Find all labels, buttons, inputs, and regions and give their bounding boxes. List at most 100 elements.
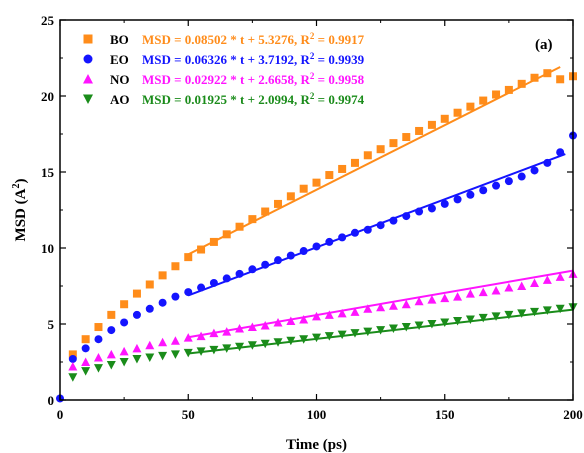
fit-line-no xyxy=(188,269,574,339)
legend-label: BO xyxy=(110,32,129,47)
data-point xyxy=(132,354,142,364)
y-axis-label-main: MSD (A xyxy=(13,188,29,241)
data-point xyxy=(119,346,129,356)
legend-marker xyxy=(83,34,93,44)
data-point xyxy=(453,292,463,301)
data-point xyxy=(274,199,283,208)
data-point xyxy=(530,166,539,175)
legend: BO MSD = 0.08502 * t + 5.3276, R2 = 0.991… xyxy=(83,31,365,107)
data-point xyxy=(183,333,193,342)
data-point xyxy=(478,287,488,297)
x-tick-label: 100 xyxy=(307,407,327,422)
data-point xyxy=(388,324,398,334)
data-point xyxy=(517,79,526,88)
data-point xyxy=(106,361,116,370)
fit-equation-sup: 2 xyxy=(310,71,315,81)
legend-entry-bo: BO MSD = 0.08502 * t + 5.3276, R2 = 0.991… xyxy=(83,31,365,47)
y-axis-label-sup: 2 xyxy=(11,184,22,189)
legend-label: AO xyxy=(110,92,130,107)
data-point xyxy=(440,114,449,123)
fit-equation-main: MSD = 0.02922 * t + 2.6658, R xyxy=(142,72,311,87)
data-point xyxy=(158,271,167,280)
fit-line-eo xyxy=(187,153,566,297)
fit-equation-main: MSD = 0.08502 * t + 5.3276, R xyxy=(142,32,311,47)
data-point xyxy=(542,306,552,315)
x-tick-label: 0 xyxy=(57,407,64,422)
data-point xyxy=(325,171,334,180)
data-point xyxy=(120,318,129,327)
data-point xyxy=(491,312,501,321)
data-point xyxy=(530,73,539,82)
fit-equation-r2: = 0.9974 xyxy=(314,92,364,107)
data-point xyxy=(453,108,462,117)
x-axis-label: Time (ps) xyxy=(286,437,347,453)
data-point xyxy=(388,301,398,310)
data-point xyxy=(466,102,475,111)
data-point xyxy=(312,311,321,321)
data-point xyxy=(81,357,91,366)
data-point xyxy=(338,164,347,173)
data-point xyxy=(68,373,78,382)
data-point xyxy=(530,278,540,287)
fit-line-bo xyxy=(187,66,561,256)
data-point xyxy=(106,349,116,359)
data-point xyxy=(376,326,386,335)
data-point xyxy=(68,354,77,363)
data-point xyxy=(479,96,488,105)
data-point xyxy=(427,320,437,329)
y-tick-label: 10 xyxy=(41,241,54,256)
data-point xyxy=(145,280,154,289)
y-tick-label: 20 xyxy=(41,89,54,104)
data-point xyxy=(492,181,501,190)
data-point xyxy=(235,222,244,231)
y-axis-label-close: ) xyxy=(13,179,29,184)
data-point xyxy=(415,126,424,135)
data-point xyxy=(119,358,129,367)
legend-marker xyxy=(83,54,93,64)
data-point xyxy=(401,323,411,332)
data-point xyxy=(517,172,526,181)
legend-entry-no: NO MSD = 0.02922 * t + 2.6658, R2 = 0.995… xyxy=(83,71,365,87)
fit-equation-sup: 2 xyxy=(310,91,315,101)
data-point xyxy=(158,337,168,347)
data-point xyxy=(132,289,141,298)
data-point xyxy=(299,184,308,193)
fit-equation-r2: = 0.9939 xyxy=(314,52,364,67)
legend-entry-eo: EO MSD = 0.06326 * t + 3.7192, R2 = 0.993… xyxy=(83,51,365,67)
axes: 0 50 100 150 200 0 5 10 15 20 25 xyxy=(41,13,583,422)
data-point xyxy=(363,327,373,337)
legend-label: NO xyxy=(110,72,130,87)
data-point xyxy=(479,186,488,195)
data-point xyxy=(414,321,424,331)
data-point xyxy=(312,178,321,187)
data-point xyxy=(350,329,360,338)
data-point xyxy=(261,207,270,216)
data-point xyxy=(376,145,385,154)
fit-equation: MSD = 0.08502 * t + 5.3276, R2 = 0.9917 xyxy=(142,31,365,47)
data-point xyxy=(337,308,347,318)
data-point xyxy=(492,90,501,99)
fit-equation: MSD = 0.06326 * t + 3.7192, R2 = 0.9939 xyxy=(142,51,365,67)
data-point xyxy=(453,316,463,326)
data-point xyxy=(68,362,78,371)
fit-equation-main: MSD = 0.06326 * t + 3.7192, R xyxy=(142,52,311,67)
data-point xyxy=(171,262,180,271)
data-point xyxy=(440,199,449,208)
data-point xyxy=(81,367,91,376)
data-point xyxy=(542,275,552,284)
legend-marker xyxy=(83,94,93,104)
data-point xyxy=(504,310,514,320)
data-point xyxy=(68,350,77,359)
data-point xyxy=(453,195,462,204)
x-tick-label: 200 xyxy=(563,407,583,422)
y-tick-label: 15 xyxy=(41,165,55,180)
y-tick-label: 25 xyxy=(41,13,55,28)
data-point xyxy=(465,289,475,298)
data-point xyxy=(132,310,141,319)
data-point xyxy=(184,253,193,262)
data-point xyxy=(197,245,206,254)
data-point xyxy=(94,323,103,332)
data-point xyxy=(427,204,436,213)
